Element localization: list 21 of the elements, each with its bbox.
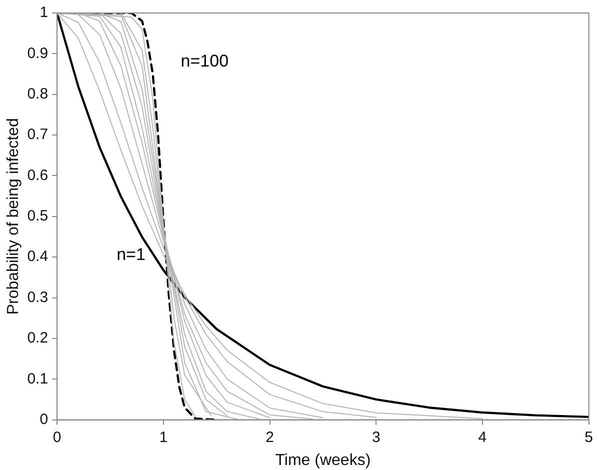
y-tick-label: 0.1 xyxy=(27,370,48,388)
y-tick-label: 1 xyxy=(40,4,48,22)
x-tick-label: 2 xyxy=(266,428,274,446)
y-tick-label: 0.8 xyxy=(27,86,48,102)
x-tick-label: 1 xyxy=(159,428,168,446)
y-tick-label: 0.2 xyxy=(27,330,48,347)
y-axis-title: Probability of being infected xyxy=(5,118,22,315)
x-tick-label: 5 xyxy=(584,428,593,446)
x-tick-label: 4 xyxy=(478,428,487,446)
y-tick-label: 0.5 xyxy=(27,208,48,225)
series-label: n=100 xyxy=(180,52,229,71)
x-tick-label: 3 xyxy=(372,428,380,446)
y-tick-label: 0.4 xyxy=(27,248,48,266)
y-tick-label: 0 xyxy=(40,410,48,428)
series-label: n=1 xyxy=(116,244,146,264)
y-tick-label: 0.3 xyxy=(27,288,48,306)
y-tick-label: 0.6 xyxy=(27,166,48,184)
y-tick-label: 0.9 xyxy=(27,44,48,62)
y-tick-label: 0.7 xyxy=(27,126,48,144)
x-axis-title: Time (weeks) xyxy=(275,452,371,469)
x-tick-label: 0 xyxy=(52,428,62,446)
